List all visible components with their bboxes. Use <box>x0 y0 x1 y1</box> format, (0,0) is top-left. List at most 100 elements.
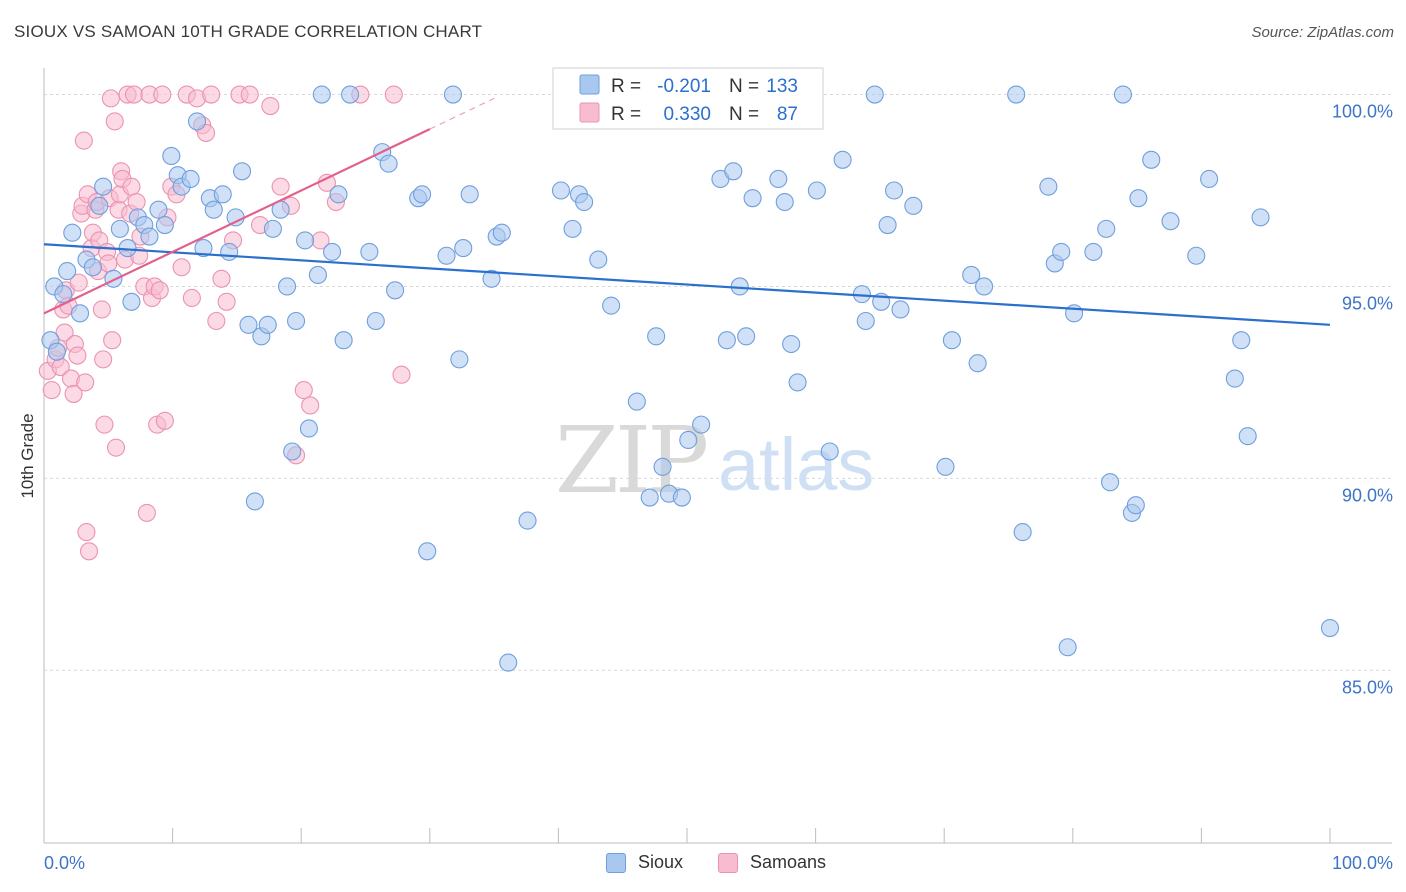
samoan-point <box>64 384 83 403</box>
sioux-point <box>602 296 621 315</box>
sioux-point <box>94 177 113 196</box>
sioux-point <box>1058 638 1077 657</box>
y-tick-label: 85.0% <box>1342 677 1393 697</box>
samoan-point <box>261 97 280 116</box>
sioux-point <box>647 327 666 346</box>
sioux-point <box>220 242 239 261</box>
samoan-point <box>240 85 259 104</box>
legend-sioux-r-value: -0.201 <box>657 76 711 97</box>
samoan-point <box>182 288 201 308</box>
samoan-point <box>301 396 320 415</box>
sioux-point <box>239 315 258 334</box>
y-tick-label: 90.0% <box>1342 485 1393 505</box>
sioux-point <box>856 311 875 331</box>
samoan-point <box>105 112 124 131</box>
sioux-point <box>213 185 232 204</box>
samoan-point <box>74 131 93 150</box>
sioux-point <box>296 231 315 250</box>
samoan-point <box>150 281 169 300</box>
samoan-point <box>294 381 313 400</box>
sioux-point <box>413 185 432 204</box>
samoan-point <box>77 523 96 542</box>
samoan-point <box>92 300 111 319</box>
sioux-point <box>366 311 385 331</box>
samoan-point <box>153 85 172 104</box>
sioux-point <box>258 315 277 334</box>
legend-samoan-r-value: 0.330 <box>663 104 711 125</box>
sioux-swatch <box>606 852 626 873</box>
samoan-point <box>55 323 74 342</box>
sioux-point <box>54 285 73 304</box>
sioux-point <box>679 430 698 450</box>
sioux-point <box>149 200 168 219</box>
sioux-point <box>308 265 327 284</box>
samoan-point <box>392 365 411 384</box>
y-tick-label: 95.0% <box>1342 293 1393 313</box>
sioux-point <box>775 192 794 212</box>
sioux-point <box>226 208 245 227</box>
sioux-point <box>563 219 582 238</box>
legend-sioux-swatch <box>579 74 600 95</box>
sioux-point <box>627 392 646 411</box>
sioux-point <box>1097 219 1116 238</box>
sioux-point <box>782 334 801 354</box>
source-label: Source: ZipAtlas.com <box>1251 24 1394 41</box>
legend-item-sioux[interactable]: Sioux <box>606 852 683 873</box>
sioux-point <box>122 292 141 311</box>
samoan-point <box>95 415 114 434</box>
legend-item-samoans[interactable]: Samoans <box>718 852 826 873</box>
sioux-point <box>329 185 348 204</box>
sioux-point <box>287 311 306 331</box>
samoan-point <box>207 311 226 331</box>
sioux-point <box>47 342 66 361</box>
sioux-point <box>1320 619 1340 638</box>
sioux-point <box>1113 85 1133 104</box>
samoan-trend-extension <box>429 97 495 130</box>
sioux-point <box>968 354 987 373</box>
samoan-point <box>79 542 99 561</box>
samoan-point <box>103 331 122 350</box>
sioux-point <box>975 277 994 296</box>
sioux-point <box>454 239 473 258</box>
sioux-point <box>769 169 788 189</box>
sioux-point <box>334 331 353 350</box>
sioux-point <box>104 269 123 288</box>
sioux-point <box>386 281 405 300</box>
legend-samoan-n-value: 87 <box>777 104 798 125</box>
samoan-point <box>172 258 191 277</box>
sioux-point <box>278 277 297 296</box>
sioux-point <box>833 150 852 169</box>
samoan-point <box>271 177 290 196</box>
sioux-point <box>640 488 659 507</box>
samoan-point <box>127 192 146 212</box>
sioux-point <box>1101 473 1120 492</box>
sioux-point <box>878 215 897 235</box>
sioux-point <box>283 442 302 461</box>
sioux-point <box>692 415 711 434</box>
sioux-point <box>492 223 511 242</box>
sioux-point <box>589 250 608 269</box>
sioux-point <box>1200 169 1219 189</box>
legend-samoan-r-label: R = <box>611 104 641 125</box>
sioux-point <box>204 200 223 219</box>
sioux-point <box>936 457 955 476</box>
sioux-point <box>942 331 961 350</box>
sioux-point <box>323 242 342 261</box>
samoan-point <box>42 381 61 400</box>
sioux-point <box>1052 242 1071 261</box>
sioux-point <box>518 511 537 530</box>
sioux-point <box>232 162 252 181</box>
sioux-point <box>1084 242 1103 261</box>
legend-label-samoans: Samoans <box>750 852 827 872</box>
sioux-point <box>482 269 501 288</box>
sioux-point <box>181 169 200 189</box>
sioux-point <box>788 373 807 392</box>
sioux-point <box>443 85 462 104</box>
x-tick-labels: 0.0% 100.0% <box>44 853 1393 873</box>
sioux-point <box>63 223 82 242</box>
sioux-point <box>187 112 207 131</box>
sioux-point <box>341 85 360 104</box>
sioux-points <box>41 85 1340 672</box>
sioux-point <box>155 215 174 235</box>
legend-sioux-r-label: R = <box>611 76 641 97</box>
